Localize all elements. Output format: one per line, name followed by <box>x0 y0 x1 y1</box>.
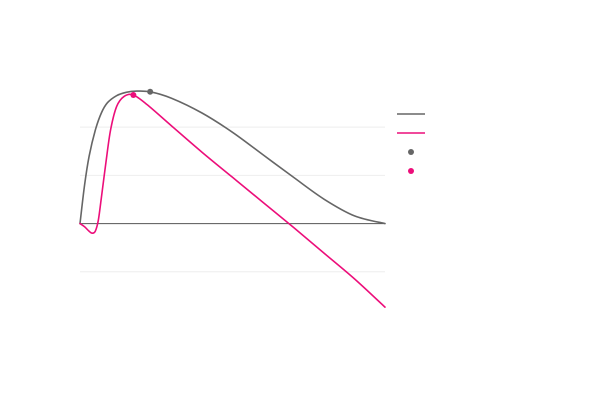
series-line-1 <box>79 93 386 308</box>
series-group <box>79 90 386 308</box>
peak-marker-1 <box>130 92 137 98</box>
legend <box>397 113 425 174</box>
grid-lines <box>80 126 385 273</box>
series-line-0 <box>79 90 386 225</box>
legend-dot-swatch-2 <box>408 149 414 155</box>
marker-group <box>130 88 154 98</box>
peak-marker-0 <box>147 88 154 95</box>
legend-dot-swatch-3 <box>408 168 414 174</box>
